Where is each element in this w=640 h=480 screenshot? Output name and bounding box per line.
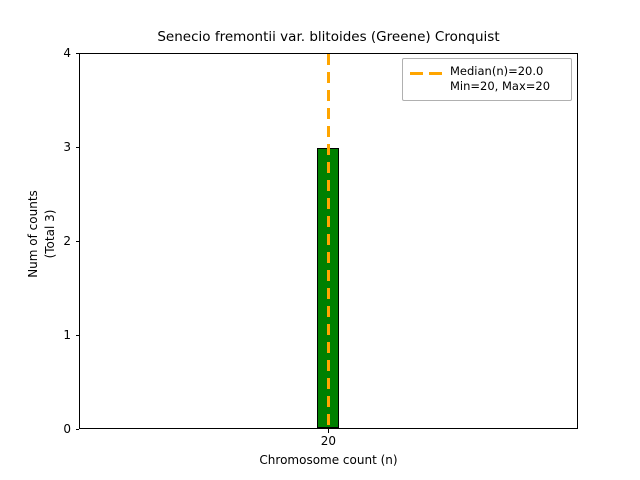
- ytick-mark-2: [75, 240, 79, 243]
- legend-item-median: Median(n)=20.0 Min=20, Max=20: [410, 64, 564, 94]
- y-axis-label-line2: (Total 3): [43, 209, 57, 259]
- ytick-label-3: 3: [63, 140, 71, 154]
- legend: Median(n)=20.0 Min=20, Max=20: [402, 58, 572, 101]
- xtick-label-20: 20: [320, 434, 337, 448]
- legend-minmax-label: Min=20, Max=20: [450, 79, 551, 93]
- legend-median-label: Median(n)=20.0: [450, 64, 544, 78]
- ytick-mark-1: [75, 334, 79, 337]
- ytick-mark-3: [75, 146, 79, 149]
- ytick-label-2: 2: [63, 234, 71, 248]
- ytick-mark-4: [75, 52, 79, 55]
- ytick-label-1: 1: [63, 328, 71, 342]
- ytick-label-0: 0: [63, 422, 71, 436]
- x-axis-label: Chromosome count (n): [259, 453, 398, 467]
- dashed-line-icon: [410, 67, 442, 81]
- median-line: [326, 54, 330, 428]
- ytick-mark-0: [75, 428, 79, 431]
- y-axis-label: Num of counts (Total 3): [25, 46, 59, 422]
- ytick-label-4: 4: [63, 46, 71, 60]
- xtick-mark-20: [327, 429, 330, 433]
- y-axis-label-line1: Num of counts: [26, 190, 40, 278]
- plot-area: [79, 53, 578, 429]
- chart-title: Senecio fremontii var. blitoides (Greene…: [157, 29, 500, 45]
- legend-item-median-text: Median(n)=20.0 Min=20, Max=20: [450, 64, 550, 94]
